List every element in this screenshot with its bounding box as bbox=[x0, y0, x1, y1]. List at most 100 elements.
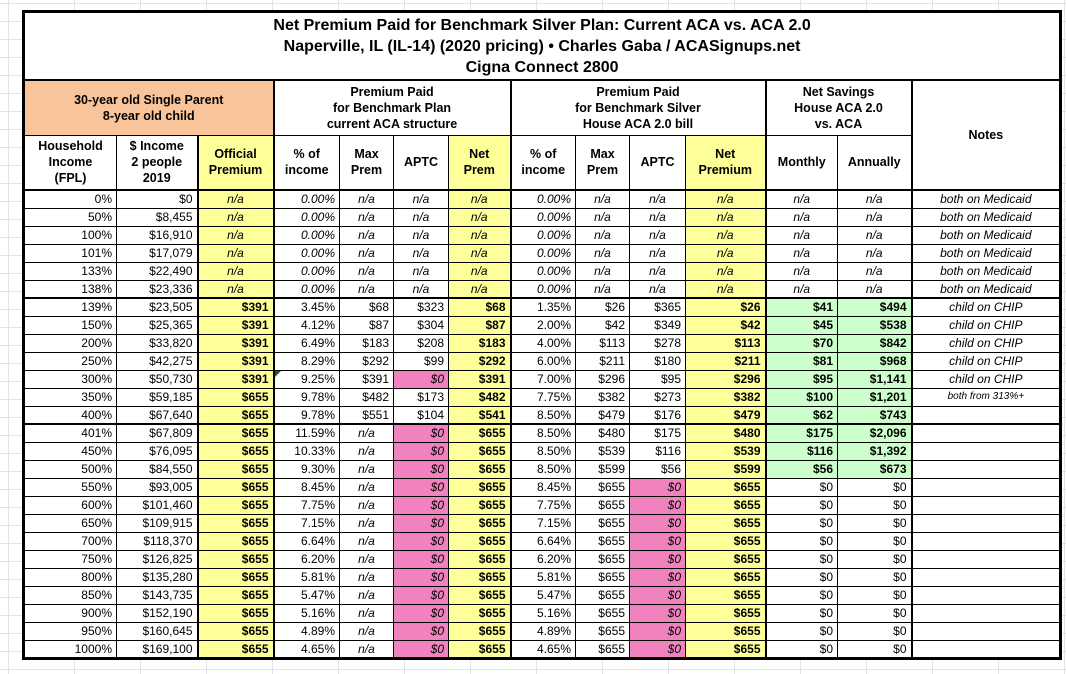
cell-savings-monthly: $0 bbox=[765, 549, 838, 569]
cell-net-premium-aca: n/a bbox=[448, 261, 512, 281]
cell-fpl: 133% bbox=[23, 261, 117, 281]
cell-savings-annually: $494 bbox=[837, 297, 913, 317]
table-row: 650% $109,915 $655 7.15% n/a $0 $655 7.15% $655 $… bbox=[23, 513, 1062, 533]
cell-max-prem-aca20: $26 bbox=[575, 297, 630, 317]
group-header-aca20: Premium Paid for Benchmark Silver House … bbox=[510, 79, 767, 136]
cell-aptc-aca: $0 bbox=[393, 567, 449, 587]
cell-net-premium-aca: $655 bbox=[448, 441, 512, 461]
cell-pct-income-aca20: 6.00% bbox=[510, 351, 576, 371]
cell-savings-monthly: $62 bbox=[765, 405, 838, 425]
cell-max-prem-aca: n/a bbox=[339, 531, 394, 551]
cell-savings-monthly: $0 bbox=[765, 513, 838, 533]
cell-max-prem-aca20: $655 bbox=[575, 513, 630, 533]
cell-net-premium-aca20: n/a bbox=[685, 189, 767, 209]
cell-net-premium-aca20: $42 bbox=[685, 315, 767, 335]
cell-fpl: 100% bbox=[23, 225, 117, 245]
cell-aptc-aca20: n/a bbox=[629, 243, 686, 263]
cell-note: both on Medicaid bbox=[910, 243, 1062, 263]
cell-fpl: 700% bbox=[23, 531, 117, 551]
cell-net-premium-aca: n/a bbox=[448, 279, 512, 299]
cell-note: both on Medicaid bbox=[910, 261, 1062, 281]
cell-fpl: 550% bbox=[23, 477, 117, 497]
cell-note bbox=[910, 531, 1062, 551]
cell-aptc-aca20: $0 bbox=[629, 549, 686, 569]
cell-max-prem-aca: $183 bbox=[339, 333, 394, 353]
cell-aptc-aca20: $56 bbox=[629, 459, 686, 479]
table-row: 800% $135,280 $655 5.81% n/a $0 $655 5.81% $655 $… bbox=[23, 567, 1062, 587]
table-row: 1000% $169,100 $655 4.65% n/a $0 $655 4.65% $655… bbox=[23, 639, 1062, 659]
cell-savings-monthly: $175 bbox=[765, 423, 838, 443]
cell-max-prem-aca: n/a bbox=[339, 261, 394, 281]
cell-savings-monthly: $0 bbox=[765, 477, 838, 497]
cell-note bbox=[910, 621, 1062, 641]
cell-pct-income-aca: 7.75% bbox=[273, 495, 340, 515]
cell-net-premium-aca20: $655 bbox=[685, 549, 767, 569]
cell-note bbox=[910, 603, 1062, 623]
cell-net-premium-aca20: $382 bbox=[685, 387, 767, 407]
cell-net-premium-aca: $655 bbox=[448, 423, 512, 443]
cell-savings-monthly: $81 bbox=[765, 351, 838, 371]
col-header-aptc-aca20: APTC bbox=[629, 134, 686, 191]
col-header-savings-monthly: Monthly bbox=[765, 134, 838, 191]
cell-official-premium: n/a bbox=[197, 243, 275, 263]
cell-net-premium-aca: n/a bbox=[448, 189, 512, 209]
cell-net-premium-aca20: n/a bbox=[685, 243, 767, 263]
cell-official-premium: $655 bbox=[197, 387, 275, 407]
cell-official-premium: $655 bbox=[197, 423, 275, 443]
cell-net-premium-aca20: $655 bbox=[685, 477, 767, 497]
cell-pct-income-aca: 5.47% bbox=[273, 585, 340, 605]
title-row: Net Premium Paid for Benchmark Silver Pl… bbox=[22, 11, 1062, 81]
cell-savings-monthly: $0 bbox=[765, 621, 838, 641]
cell-official-premium: $655 bbox=[197, 585, 275, 605]
cell-net-premium-aca: $183 bbox=[448, 333, 512, 353]
cell-pct-income-aca: 3.45% bbox=[273, 297, 340, 317]
cell-pct-income-aca: 0.00% bbox=[273, 243, 340, 263]
col-header-official-premium: Official Premium bbox=[197, 134, 275, 191]
cell-savings-annually: $1,392 bbox=[837, 441, 913, 461]
cell-aptc-aca: $0 bbox=[393, 549, 449, 569]
notes-header: Notes bbox=[910, 79, 1062, 191]
cell-official-premium: $655 bbox=[197, 513, 275, 533]
cell-net-premium-aca: $482 bbox=[448, 387, 512, 407]
cell-max-prem-aca20: $479 bbox=[575, 405, 630, 425]
cell-official-premium: n/a bbox=[197, 207, 275, 227]
table-row: 200% $33,820 $391 6.49% $183 $208 $183 4.00% $11… bbox=[23, 333, 1062, 353]
cell-savings-monthly: $100 bbox=[765, 387, 838, 407]
col-header-pct-income-aca: % of income bbox=[273, 134, 340, 191]
cell-savings-annually: $0 bbox=[837, 639, 913, 659]
cell-fpl: 800% bbox=[23, 567, 117, 587]
cell-aptc-aca20: $0 bbox=[629, 495, 686, 515]
cell-official-premium: $655 bbox=[197, 639, 275, 659]
cell-savings-monthly: $0 bbox=[765, 531, 838, 551]
cell-income: $59,185 bbox=[116, 387, 199, 407]
cell-aptc-aca20: n/a bbox=[629, 225, 686, 245]
cell-aptc-aca: $104 bbox=[393, 405, 449, 425]
cell-income: $50,730 bbox=[116, 369, 199, 389]
cell-aptc-aca: n/a bbox=[393, 207, 449, 227]
table-row: 401% $67,809 $655 11.59% n/a $0 $655 8.50% $480 $… bbox=[23, 423, 1062, 443]
table-row: 500% $84,550 $655 9.30% n/a $0 $655 8.50% $599 $5… bbox=[23, 459, 1062, 479]
cell-max-prem-aca20: $655 bbox=[575, 603, 630, 623]
cell-net-premium-aca20: $655 bbox=[685, 513, 767, 533]
cell-savings-annually: $2,096 bbox=[837, 423, 913, 443]
cell-fpl: 500% bbox=[23, 459, 117, 479]
cell-pct-income-aca: 9.78% bbox=[273, 387, 340, 407]
cell-max-prem-aca: n/a bbox=[339, 585, 394, 605]
cell-aptc-aca20: n/a bbox=[629, 261, 686, 281]
table-row: 101% $17,079 n/a 0.00% n/a n/a n/a 0.00% n/a n/a n… bbox=[23, 243, 1062, 263]
cell-net-premium-aca: $655 bbox=[448, 513, 512, 533]
cell-pct-income-aca: 0.00% bbox=[273, 225, 340, 245]
cell-savings-annually: $1,141 bbox=[837, 369, 913, 389]
cell-pct-income-aca: 8.45% bbox=[273, 477, 340, 497]
cell-aptc-aca20: $176 bbox=[629, 405, 686, 425]
cell-pct-income-aca20: 0.00% bbox=[510, 279, 576, 299]
cell-fpl: 150% bbox=[23, 315, 117, 335]
cell-pct-income-aca20: 5.16% bbox=[510, 603, 576, 623]
cell-official-premium: $655 bbox=[197, 477, 275, 497]
cell-net-premium-aca: n/a bbox=[448, 207, 512, 227]
cell-pct-income-aca: 9.30% bbox=[273, 459, 340, 479]
cell-fpl: 300% bbox=[23, 369, 117, 389]
cell-max-prem-aca20: $655 bbox=[575, 567, 630, 587]
cell-savings-annually: $842 bbox=[837, 333, 913, 353]
